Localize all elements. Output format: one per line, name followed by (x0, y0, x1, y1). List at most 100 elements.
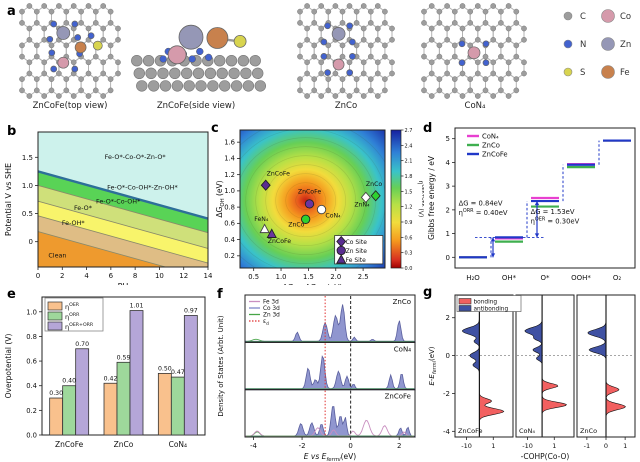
svg-text:Gibbs free energy / eV: Gibbs free energy / eV (427, 155, 436, 240)
svg-text:Overpotential (V): Overpotential (V) (4, 334, 13, 399)
svg-text:3: 3 (446, 183, 450, 191)
svg-text:Fe-OH*: Fe-OH* (62, 219, 85, 227)
svg-text:ZnCo: ZnCo (580, 427, 597, 435)
svg-text:H₂O: H₂O (466, 274, 480, 282)
svg-text:Fe-O*-Co-OH*-Zn-OH*: Fe-O*-Co-OH*-Zn-OH* (107, 183, 178, 191)
svg-text:Fe Site: Fe Site (346, 257, 367, 264)
svg-text:CoN₄: CoN₄ (325, 213, 341, 220)
svg-text:0: 0 (604, 442, 608, 450)
svg-text:1.0: 1.0 (276, 273, 287, 281)
svg-text:1.5: 1.5 (303, 273, 314, 281)
svg-text:ΔGOH (eV): ΔGOH (eV) (215, 180, 226, 217)
svg-text:10: 10 (155, 272, 164, 280)
svg-text:Zn: Zn (620, 40, 631, 50)
svg-text:0.3: 0.3 (405, 251, 413, 257)
caption-con4: CoN₄ (464, 101, 486, 111)
svg-text:1.5: 1.5 (22, 154, 33, 162)
bar-ZnCo-0 (103, 382, 118, 436)
svg-text:0.5: 0.5 (22, 210, 33, 218)
svg-text:Fe-O*: Fe-O* (74, 204, 92, 212)
svg-text:ηORR: ηORR (65, 312, 80, 321)
atom-legend-swatch-Zn (601, 37, 615, 51)
svg-text:1.8: 1.8 (405, 174, 413, 180)
svg-text:CoN₄: CoN₄ (519, 427, 535, 435)
svg-text:OH*: OH* (502, 274, 517, 282)
cohp-axes: 2 0 -2 -4 -COHP(Co-O) E-Efermi(eV) (428, 314, 569, 461)
svg-text:ηOER = 0.30eV: ηOER = 0.30eV (531, 217, 580, 226)
svg-text:4: 4 (446, 159, 451, 167)
svg-text:2.1: 2.1 (405, 159, 413, 165)
svg-text:O₂: O₂ (613, 274, 622, 282)
bar-series: 0.30 0.40 0.70 0.42 0.59 1.01 0.500.47 0.97 (49, 303, 198, 436)
svg-text:-10: -10 (522, 442, 533, 450)
svg-text:C: C (580, 12, 586, 22)
pourbaix-regions (38, 132, 208, 267)
panel-a-structures: C Co N Zn S Fe (19, 3, 631, 99)
svg-text:-2: -2 (299, 442, 306, 450)
svg-text:-4: -4 (443, 428, 451, 436)
svg-text:O*: O* (540, 274, 550, 282)
structure-zncofe-side (131, 24, 266, 92)
panel-b-pourbaix: Clean Fe-OH* Fe-O* Fe-O*-Co-OH* Fe-O*-Co-OH*… (4, 131, 212, 285)
svg-text:ZnCo: ZnCo (393, 298, 411, 306)
svg-text:Fe 3d: Fe 3d (263, 300, 279, 306)
svg-text:ZnCoFe: ZnCoFe (458, 427, 482, 435)
svg-text:0: 0 (446, 254, 450, 262)
svg-text:0.8: 0.8 (26, 333, 37, 341)
svg-text:1.4: 1.4 (224, 155, 235, 163)
svg-text:0.0: 0.0 (26, 432, 37, 440)
svg-text:0.6: 0.6 (405, 235, 413, 241)
svg-text:Zn 3d: Zn 3d (263, 313, 280, 319)
svg-text:2.0: 2.0 (330, 273, 341, 281)
svg-text:1.0: 1.0 (22, 182, 33, 190)
svg-text:Co Site: Co Site (346, 239, 368, 246)
svg-text:0.50: 0.50 (158, 365, 172, 372)
svg-text:ZnCoFe: ZnCoFe (482, 151, 508, 159)
svg-text:0.40: 0.40 (62, 378, 76, 385)
atom-legend-swatch-C (563, 11, 573, 21)
svg-text:1.2: 1.2 (405, 205, 413, 211)
svg-text:1.2: 1.2 (224, 171, 235, 179)
bar-CoN₄-0 (157, 372, 172, 436)
svg-text:OOH*: OOH* (571, 274, 591, 282)
panel-label-d: d (423, 121, 433, 136)
svg-text:CoN₄: CoN₄ (394, 345, 411, 353)
caption-zncofe-side: ZnCoFe(side view) (156, 101, 236, 111)
pourbaix-labels: Clean Fe-OH* Fe-O* Fe-O*-Co-OH* Fe-O*-Co-OH*… (48, 153, 177, 259)
svg-text:2.4: 2.4 (405, 143, 413, 149)
svg-text:1: 1 (446, 230, 450, 238)
svg-text:Density of States (Arbt. Unit): Density of States (Arbt. Unit) (217, 315, 225, 416)
svg-text:1: 1 (552, 442, 556, 450)
svg-text:2: 2 (60, 272, 64, 280)
svg-text:ZnCo: ZnCo (114, 440, 134, 449)
svg-text:N: N (580, 40, 586, 50)
panel-label-e: e (7, 287, 16, 302)
svg-text:0.59: 0.59 (117, 354, 131, 361)
colorbar: 0.0 0.3 0.6 0.9 1.2 1.5 1.8 2.1 2.4 2.7 ηOER+ORR (… (390, 128, 424, 272)
bar-ZnCoFe-2 (75, 348, 90, 436)
svg-text:5: 5 (446, 135, 450, 143)
svg-text:0.2: 0.2 (224, 252, 235, 260)
svg-text:1.01: 1.01 (130, 303, 144, 310)
svg-text:0.4: 0.4 (224, 236, 235, 244)
svg-text:0.42: 0.42 (104, 375, 118, 382)
svg-text:ZnCoFe: ZnCoFe (268, 238, 291, 245)
svg-text:E vs Efermi(eV): E vs Efermi(eV) (304, 452, 356, 462)
svg-text:ZnCoFe: ZnCoFe (267, 170, 290, 177)
caption-znco: ZnCo (334, 101, 358, 111)
svg-text:0: 0 (29, 238, 33, 246)
panel-d-gibbs: 0 1 2 3 4 5 H₂O OH* O* OOH* O₂ Gibbs free energy / … (427, 127, 636, 282)
svg-text:1.0: 1.0 (224, 187, 235, 195)
bar-ZnCoFe-0 (49, 397, 64, 436)
atom-legend-swatch-Co (601, 9, 615, 23)
svg-text:ZnN₄: ZnN₄ (354, 201, 370, 208)
svg-text:4: 4 (84, 272, 89, 280)
panel-e-bars: 0.0 0.2 0.4 0.6 0.8 1.0 Overpotential (V) ZnCoF… (4, 296, 206, 449)
